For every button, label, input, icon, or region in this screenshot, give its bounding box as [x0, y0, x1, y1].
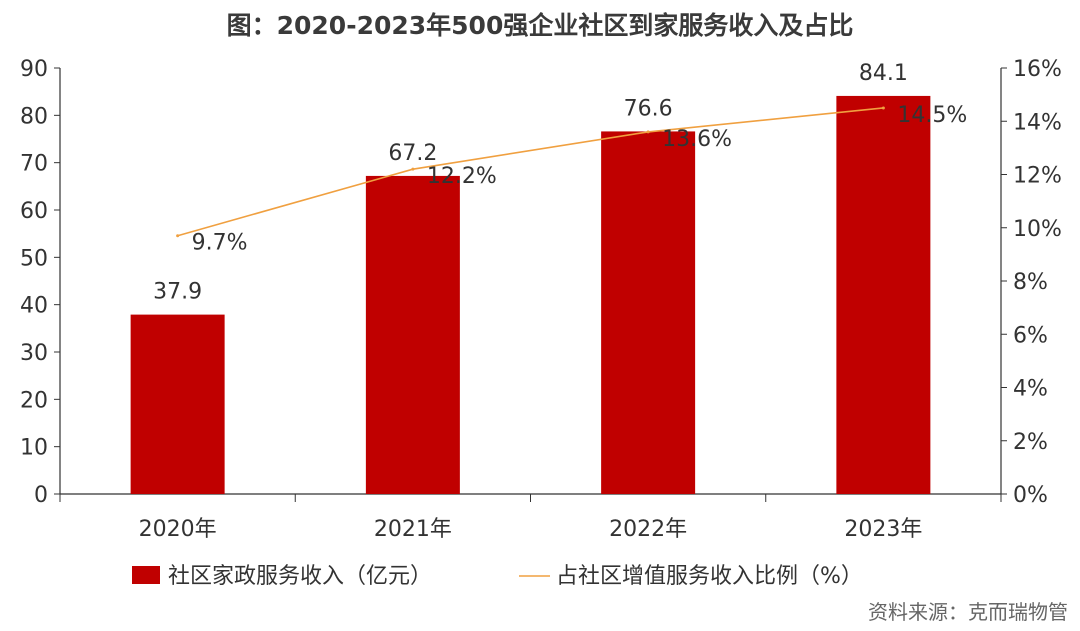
line-point: [881, 106, 885, 110]
left-tick-label: 60: [20, 199, 48, 224]
left-tick-label: 40: [20, 294, 48, 319]
line-series: [176, 106, 885, 238]
bar: [836, 95, 931, 494]
legend-line-label: 占社区增值服务收入比例（%）: [556, 564, 863, 589]
line-point: [646, 130, 650, 134]
left-tick-label: 20: [20, 388, 48, 413]
x-tick-label: 2020年: [139, 517, 217, 542]
bar: [365, 175, 460, 495]
line-value-label: 9.7%: [192, 231, 248, 256]
bar: [130, 314, 225, 494]
legend-bar-swatch: [132, 566, 160, 584]
line-point: [411, 167, 415, 171]
right-tick-label: 4%: [1013, 377, 1048, 402]
x-tick-label: 2021年: [374, 517, 452, 542]
right-tick-label: 0%: [1013, 483, 1048, 508]
bar-value-label: 37.9: [153, 280, 202, 305]
left-tick-label: 0: [34, 483, 48, 508]
bar-value-label: 67.2: [388, 141, 437, 166]
legend-bar-label: 社区家政服务收入（亿元）: [168, 564, 432, 589]
right-tick-label: 6%: [1013, 323, 1048, 348]
right-tick-label: 12%: [1013, 164, 1062, 189]
x-tick-label: 2023年: [844, 517, 922, 542]
data-labels: 37.9 67.2 76.6 84.1 9.7% 12.2% 13.6% 14.5%: [153, 61, 967, 305]
bar: [601, 131, 696, 494]
line-point: [176, 234, 180, 238]
line-value-label: 14.5%: [897, 103, 967, 128]
bar-series: [130, 95, 931, 495]
bar-value-label: 76.6: [624, 96, 673, 121]
chart-title: 图：2020-2023年500强企业社区到家服务收入及占比: [226, 11, 854, 40]
left-tick-label: 50: [20, 246, 48, 271]
line-value-label: 12.2%: [427, 164, 497, 189]
left-tick-label: 80: [20, 104, 48, 129]
right-tick-label: 16%: [1013, 57, 1062, 82]
left-tick-label: 30: [20, 341, 48, 366]
right-tick-label: 2%: [1013, 430, 1048, 455]
left-tick-label: 70: [20, 152, 48, 177]
line-path: [177, 107, 884, 237]
source-note: 资料来源：克而瑞物管: [868, 600, 1068, 624]
right-tick-label: 10%: [1013, 217, 1062, 242]
right-tick-label: 14%: [1013, 110, 1062, 135]
line-value-label: 13.6%: [662, 127, 732, 152]
right-tick-label: 8%: [1013, 270, 1048, 295]
x-tick-label: 2022年: [609, 517, 687, 542]
bar-value-label: 84.1: [859, 61, 908, 86]
left-tick-label: 90: [20, 57, 48, 82]
legend: 社区家政服务收入（亿元） 占社区增值服务收入比例（%）: [132, 564, 863, 589]
left-tick-label: 10: [20, 436, 48, 461]
